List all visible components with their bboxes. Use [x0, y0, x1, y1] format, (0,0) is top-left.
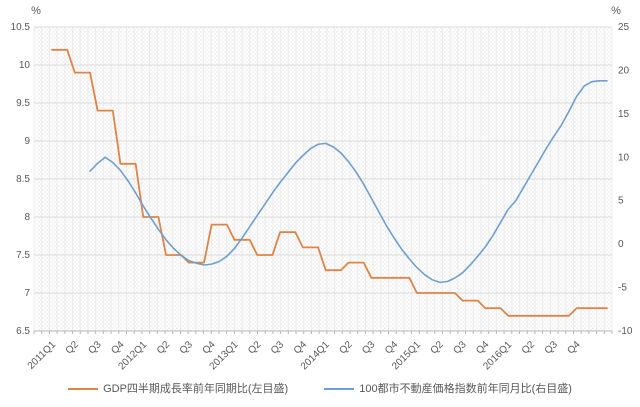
left-axis-tick-label: 8: [24, 212, 30, 223]
right-axis-tick-label: -10: [618, 326, 633, 337]
legend-item-gdp: GDP四半期成長率前年同期比(左目盛): [68, 381, 288, 397]
property-price-index-line: [89, 80, 608, 284]
x-axis-label: Q2: [429, 339, 447, 357]
x-axis-label: Q2: [337, 339, 355, 357]
x-axis-label: 2011Q1: [26, 339, 59, 372]
x-axis-label: Q4: [565, 339, 583, 357]
property-index-legend-label: 100都市不動産価格指数前年同月比(右目盛): [359, 383, 572, 395]
x-axis-label: Q4: [109, 339, 127, 357]
gdp-growth-line: [51, 48, 608, 317]
gdp-legend-label: GDP四半期成長率前年同期比(左目盛): [103, 383, 289, 395]
x-axis-label: Q2: [155, 339, 173, 357]
right-axis-tick-label: 20: [618, 65, 630, 76]
x-axis-label: Q3: [360, 339, 378, 357]
left-axis-tick-label: 10: [19, 60, 31, 71]
left-axis-tick-label: 6.5: [16, 326, 30, 337]
legend-item-property-index: 100都市不動産価格指数前年同月比(右目盛): [324, 381, 572, 397]
right-axis-tick-label: 10: [618, 152, 630, 163]
left-axis-tick-label: 7: [24, 288, 30, 299]
x-axis-label: Q3: [178, 339, 196, 357]
gdp-line-swatch: [68, 388, 99, 390]
x-axis-label: Q3: [269, 339, 287, 357]
right-axis-tick-label: 5: [618, 196, 624, 207]
x-axis-label: Q4: [201, 339, 219, 357]
right-axis-tick-label: 15: [618, 109, 630, 120]
right-axis-tick-label: 0: [618, 239, 624, 250]
left-axis-unit: %: [31, 5, 41, 17]
x-axis-label: Q4: [292, 339, 310, 357]
x-axis-label: Q2: [246, 339, 264, 357]
left-axis-tick-label: 7.5: [16, 250, 30, 261]
property-index-line-swatch: [324, 388, 355, 390]
x-axis-label: Q3: [451, 339, 469, 357]
left-axis-tick-label: 9.5: [16, 98, 30, 109]
x-axis-label: Q2: [520, 339, 538, 357]
right-axis-tick-label: -5: [618, 283, 627, 294]
x-axis-label: Q4: [474, 339, 492, 357]
x-axis-label: Q3: [87, 339, 105, 357]
right-axis-tick-label: 25: [618, 22, 630, 33]
x-axis-label: Q4: [383, 339, 401, 357]
left-axis-tick-label: 8.5: [16, 174, 30, 185]
x-axis-label: Q2: [64, 339, 82, 357]
x-axis-label: Q3: [543, 339, 561, 357]
left-axis-tick-label: 9: [24, 136, 30, 147]
chart-legend: GDP四半期成長率前年同期比(左目盛) 100都市不動産価格指数前年同月比(右目…: [0, 381, 640, 397]
right-axis-unit: %: [611, 5, 621, 17]
left-axis-tick-label: 10.5: [11, 22, 31, 33]
